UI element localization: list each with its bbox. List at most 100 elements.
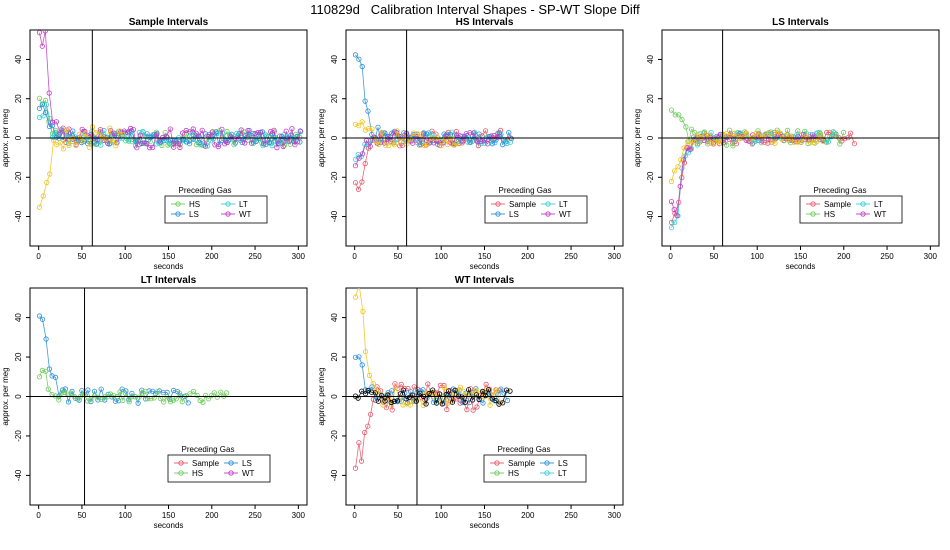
data-point	[677, 183, 683, 189]
data-point	[171, 144, 177, 150]
data-point	[100, 134, 106, 140]
data-point	[180, 130, 186, 136]
data-point	[177, 144, 183, 151]
data-point	[694, 142, 701, 148]
legend-label: WT	[242, 469, 255, 478]
legend-label: WT	[239, 210, 252, 219]
data-point	[359, 119, 365, 125]
x-tick-label: 50	[77, 252, 86, 261]
data-point	[678, 157, 684, 163]
data-point	[190, 388, 197, 395]
data-point	[676, 112, 682, 118]
data-point	[242, 140, 248, 146]
data-point	[199, 127, 205, 133]
data-point	[451, 142, 457, 148]
data-point	[139, 387, 145, 393]
data-point	[147, 145, 153, 151]
series-line	[39, 315, 189, 405]
data-point	[82, 130, 89, 136]
data-point	[753, 130, 759, 136]
legend-label: Sample	[508, 459, 536, 468]
x-tick-label: 300	[924, 252, 938, 261]
data-point	[151, 395, 157, 401]
data-point	[365, 423, 371, 429]
x-axis-label: seconds	[154, 521, 184, 530]
data-point	[36, 374, 43, 380]
data-point	[724, 134, 730, 140]
data-point	[255, 130, 261, 136]
y-tick-label: 40	[14, 313, 23, 322]
data-point	[36, 95, 43, 101]
legend-label: Sample	[192, 459, 220, 468]
data-point	[409, 392, 416, 398]
data-point	[352, 52, 359, 58]
data-point	[286, 138, 292, 144]
data-point	[40, 113, 46, 119]
x-tick-label: 250	[880, 252, 894, 261]
data-point	[57, 130, 63, 136]
data-point	[130, 127, 136, 133]
data-point	[73, 143, 79, 149]
x-tick-label: 50	[77, 511, 86, 520]
data-point	[437, 140, 443, 146]
data-point	[366, 372, 373, 378]
data-point	[795, 139, 801, 145]
x-tick-label: 0	[36, 252, 41, 261]
data-point	[134, 145, 140, 151]
data-point	[254, 138, 260, 144]
legend-label: HS	[824, 210, 835, 219]
data-point	[79, 138, 85, 144]
data-point	[484, 141, 491, 147]
legend-swatch-marker	[228, 470, 234, 476]
data-point	[470, 407, 476, 413]
data-point	[36, 30, 43, 36]
data-point	[179, 398, 185, 405]
data-point	[772, 140, 778, 146]
data-point	[730, 143, 736, 149]
data-point	[730, 130, 737, 137]
data-point	[394, 398, 401, 404]
data-point	[820, 138, 826, 144]
data-point	[362, 429, 368, 436]
y-tick-label: 0	[646, 135, 655, 140]
data-point	[271, 127, 277, 133]
data-point	[675, 164, 681, 170]
data-point	[76, 131, 83, 137]
data-point	[391, 142, 397, 148]
data-point	[762, 131, 769, 137]
data-point	[126, 138, 132, 144]
data-point	[753, 138, 759, 144]
data-point	[144, 140, 150, 147]
legend-box	[167, 454, 271, 483]
data-point	[359, 151, 366, 157]
data-point	[437, 382, 443, 388]
series-line	[355, 54, 512, 147]
data-point	[136, 129, 142, 136]
data-point	[831, 130, 837, 136]
data-point	[356, 440, 362, 446]
legend-swatch-marker	[544, 470, 550, 476]
x-tick-label: 250	[564, 511, 578, 520]
data-point	[734, 130, 740, 136]
data-point	[379, 392, 385, 399]
chart-title: HS Intervals	[456, 17, 514, 28]
legend-box	[484, 195, 588, 224]
data-point	[503, 387, 510, 393]
y-tick-label: 40	[14, 54, 23, 63]
data-point	[479, 388, 486, 394]
data-point	[476, 131, 482, 137]
data-point	[120, 397, 126, 403]
data-point	[167, 399, 174, 405]
data-point	[375, 124, 381, 130]
data-point	[196, 140, 202, 146]
data-point	[413, 398, 419, 404]
data-point	[280, 143, 286, 150]
data-point	[109, 138, 116, 145]
data-point	[107, 125, 113, 131]
data-point	[44, 179, 50, 186]
data-point	[208, 392, 214, 399]
data-point	[68, 390, 74, 396]
x-axis-label: seconds	[470, 521, 500, 530]
legend-label: LS	[189, 210, 199, 219]
